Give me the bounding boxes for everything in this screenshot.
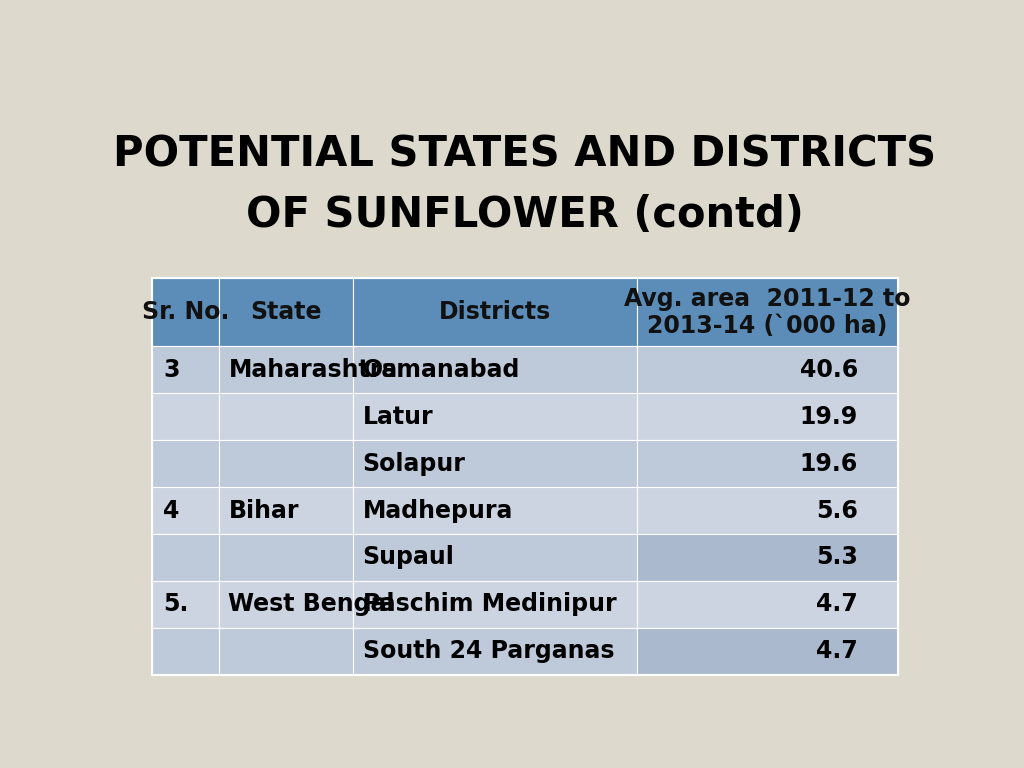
Bar xyxy=(637,346,898,393)
Bar xyxy=(219,534,353,581)
Bar xyxy=(637,534,898,581)
Text: Maharashtra: Maharashtra xyxy=(228,358,397,382)
Bar xyxy=(219,440,353,487)
Text: West Bengal: West Bengal xyxy=(228,592,395,616)
Text: Paschim Medinipur: Paschim Medinipur xyxy=(362,592,616,616)
Text: Bihar: Bihar xyxy=(228,498,299,522)
Text: Latur: Latur xyxy=(362,405,433,429)
Text: Osmanabad: Osmanabad xyxy=(362,358,520,382)
Bar xyxy=(353,440,637,487)
Bar xyxy=(637,279,898,346)
Bar xyxy=(219,393,353,440)
Bar xyxy=(353,346,637,393)
Bar xyxy=(637,487,898,534)
Bar xyxy=(353,627,637,674)
Bar xyxy=(152,534,219,581)
Bar xyxy=(152,440,219,487)
Bar xyxy=(152,627,219,674)
Bar xyxy=(219,627,353,674)
Text: Districts: Districts xyxy=(439,300,551,324)
Bar xyxy=(152,279,219,346)
Bar xyxy=(219,346,353,393)
Text: 19.9: 19.9 xyxy=(800,405,858,429)
Text: 5.: 5. xyxy=(163,592,188,616)
Text: 4: 4 xyxy=(163,498,179,522)
Bar xyxy=(353,581,637,627)
Bar xyxy=(353,534,637,581)
Text: 5.3: 5.3 xyxy=(816,545,858,569)
Text: 4.7: 4.7 xyxy=(816,592,858,616)
Bar xyxy=(152,346,219,393)
Text: South 24 Parganas: South 24 Parganas xyxy=(362,639,614,664)
Text: 5.6: 5.6 xyxy=(816,498,858,522)
Text: Sr. No.: Sr. No. xyxy=(141,300,229,324)
Text: OF SUNFLOWER (contd): OF SUNFLOWER (contd) xyxy=(246,194,804,236)
Bar xyxy=(353,279,637,346)
Bar xyxy=(219,581,353,627)
Bar xyxy=(353,487,637,534)
Bar xyxy=(219,279,353,346)
Bar xyxy=(152,279,898,674)
Text: Madhepura: Madhepura xyxy=(362,498,513,522)
Text: State: State xyxy=(250,300,322,324)
Bar xyxy=(637,440,898,487)
Bar xyxy=(637,393,898,440)
Text: 4.7: 4.7 xyxy=(816,639,858,664)
Bar xyxy=(637,581,898,627)
Bar xyxy=(219,487,353,534)
Text: 40.6: 40.6 xyxy=(800,358,858,382)
Bar xyxy=(637,627,898,674)
Bar xyxy=(353,393,637,440)
Text: Avg. area  2011-12 to
2013-14 (`000 ha): Avg. area 2011-12 to 2013-14 (`000 ha) xyxy=(624,286,910,339)
Text: 19.6: 19.6 xyxy=(800,452,858,475)
Text: 3: 3 xyxy=(163,358,179,382)
Bar xyxy=(152,393,219,440)
Text: Supaul: Supaul xyxy=(362,545,455,569)
Bar xyxy=(152,487,219,534)
Text: Solapur: Solapur xyxy=(362,452,466,475)
Bar xyxy=(152,581,219,627)
Text: POTENTIAL STATES AND DISTRICTS: POTENTIAL STATES AND DISTRICTS xyxy=(114,134,936,175)
